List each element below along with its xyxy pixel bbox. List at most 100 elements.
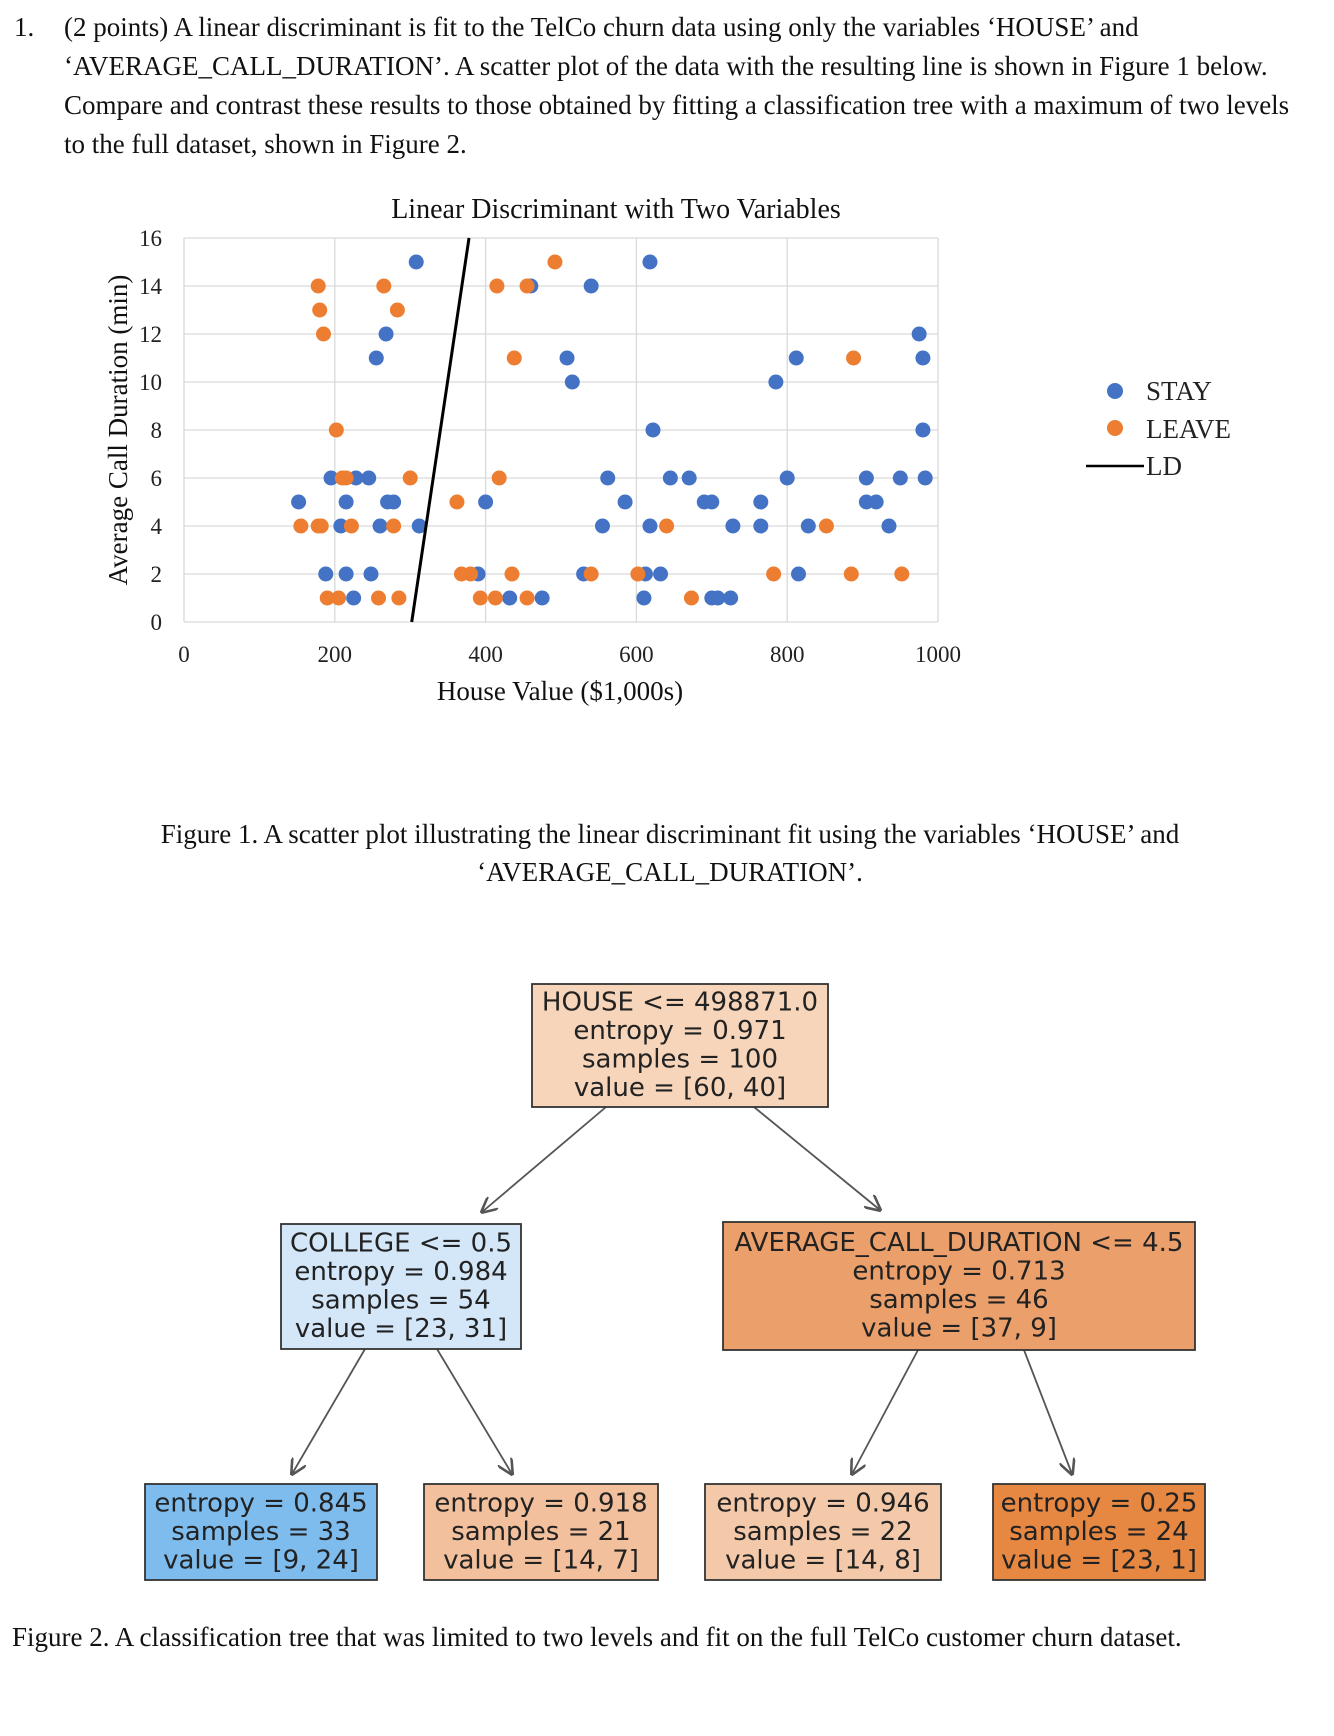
chart-title: Linear Discriminant with Two Variables	[391, 194, 841, 225]
stay-point	[753, 494, 769, 510]
leave-point	[338, 470, 354, 486]
tree-node-line: samples = 100	[582, 1045, 778, 1075]
legend-stay-label: STAY	[1146, 376, 1212, 406]
leave-point	[630, 566, 646, 582]
stay-point	[917, 470, 933, 486]
stay-point	[346, 590, 362, 606]
stay-point	[868, 494, 884, 510]
figure-2-caption: Figure 2. A classification tree that was…	[12, 1622, 1182, 1652]
leave-point	[391, 590, 407, 606]
y-axis-label: Average Call Duration (min)	[103, 275, 133, 586]
leave-point	[402, 470, 418, 486]
stay-point	[408, 254, 424, 270]
leave-point	[843, 566, 859, 582]
stay-point	[411, 518, 427, 534]
tree-node-line: entropy = 0.845	[154, 1488, 367, 1518]
y-tick-label: 16	[139, 226, 162, 251]
leave-point	[894, 566, 910, 582]
stay-point	[323, 470, 339, 486]
edge-right-rr	[1023, 1349, 1072, 1474]
y-tick-label: 2	[151, 562, 163, 587]
stay-point	[636, 590, 652, 606]
leave-point	[504, 566, 520, 582]
edge-root-right	[753, 1106, 880, 1210]
leave-point	[846, 350, 862, 366]
leave-point	[319, 590, 335, 606]
y-tick-label: 4	[151, 514, 163, 539]
leave-point	[376, 278, 392, 294]
leave-point	[371, 590, 387, 606]
stay-point	[779, 470, 795, 486]
stay-point	[594, 518, 610, 534]
y-tick-label: 12	[139, 322, 162, 347]
stay-point	[386, 494, 402, 510]
tree-node-box	[144, 1483, 378, 1581]
tree-node-line: entropy = 0.946	[716, 1488, 929, 1518]
leave-point	[683, 590, 699, 606]
stay-point	[617, 494, 633, 510]
leave-point	[583, 566, 599, 582]
stay-point	[858, 470, 874, 486]
tree-node-line: HOUSE <= 498871.0	[542, 988, 818, 1018]
stay-point	[502, 590, 518, 606]
stay-point	[753, 518, 769, 534]
question-number: 1.	[14, 12, 35, 42]
stay-point	[791, 566, 807, 582]
y-tick-label: 10	[139, 370, 162, 395]
edge-left-lr	[436, 1348, 512, 1474]
stay-point	[653, 566, 669, 582]
leave-point	[328, 422, 344, 438]
tree-node-line: value = [14, 8]	[725, 1545, 921, 1575]
tree-node-line: value = [9, 24]	[163, 1545, 359, 1575]
tree-node-line: AVERAGE_CALL_DURATION <= 4.5	[735, 1228, 1184, 1258]
stay-point	[338, 494, 354, 510]
x-axis-label: House Value ($1,000s)	[437, 676, 683, 706]
leave-point	[293, 518, 309, 534]
tree-node-line: value = [23, 31]	[295, 1314, 507, 1344]
stay-point	[892, 470, 908, 486]
leave-point	[766, 566, 782, 582]
stay-point	[710, 590, 726, 606]
stay-point	[788, 350, 804, 366]
stay-point	[338, 566, 354, 582]
leave-point	[449, 494, 465, 510]
x-tick-label: 600	[619, 642, 654, 667]
tree-node-line: samples = 54	[311, 1286, 490, 1316]
tree-node-box	[992, 1483, 1206, 1581]
stay-point	[361, 470, 377, 486]
y-tick-label: 0	[151, 610, 163, 635]
stay-point	[800, 518, 816, 534]
stay-point	[559, 350, 575, 366]
stay-point	[642, 254, 658, 270]
tree-node-line: value = [60, 40]	[574, 1073, 786, 1103]
stay-point	[681, 470, 697, 486]
stay-point	[534, 590, 550, 606]
tree-node-box	[704, 1483, 942, 1581]
stay-point	[645, 422, 661, 438]
leave-point	[331, 590, 347, 606]
leave-point	[315, 326, 331, 342]
stay-point	[368, 350, 384, 366]
question: 1. (2 points) A linear discriminant is f…	[14, 8, 1314, 164]
tree-node-line: samples = 21	[451, 1517, 630, 1547]
leave-point	[310, 278, 326, 294]
edge-root-left	[482, 1106, 607, 1212]
stay-point	[662, 470, 678, 486]
legend-leave-label: LEAVE	[1146, 414, 1231, 444]
stay-point	[915, 350, 931, 366]
tree-node-line: COLLEGE <= 0.5	[290, 1229, 512, 1259]
question-text: (2 points) A linear discriminant is fit …	[64, 12, 1290, 159]
leave-point	[547, 254, 563, 270]
stay-point	[583, 278, 599, 294]
stay-point	[291, 494, 307, 510]
legend-leave-marker	[1107, 420, 1123, 436]
leave-point	[312, 302, 328, 318]
x-tick-label: 0	[178, 642, 190, 667]
tree-node-box	[423, 1483, 659, 1581]
